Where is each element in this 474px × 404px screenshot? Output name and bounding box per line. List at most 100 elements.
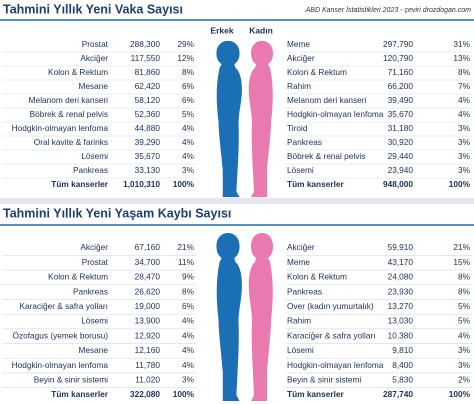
percent: 3% — [458, 165, 471, 175]
case-count: 10,380 — [388, 330, 414, 340]
case-count: 35,670 — [135, 151, 161, 161]
case-count: 23,940 — [388, 165, 414, 175]
case-count: 58,120 — [135, 95, 161, 105]
cancer-name: Meme — [287, 257, 310, 267]
case-count: 24,080 — [388, 272, 414, 282]
percent: 4% — [182, 123, 195, 133]
cancer-name: Hodgkin-olmayan lenfoma — [287, 360, 384, 370]
case-count: 948,000 — [383, 179, 413, 189]
case-count: 297,790 — [383, 39, 413, 49]
percent: 4% — [182, 330, 195, 340]
case-count: 34,700 — [135, 257, 161, 267]
cancer-name: Kolon & Rektum — [287, 67, 347, 77]
percent: 8% — [458, 67, 471, 77]
cancer-name: Kolon & Rektum — [48, 272, 108, 282]
case-count: 66,200 — [388, 81, 414, 91]
female-label: Kadın — [249, 25, 273, 35]
case-count: 12,160 — [135, 345, 161, 355]
cancer-name: Pankreas — [287, 286, 322, 296]
percent: 8% — [458, 286, 471, 296]
case-count: 322,080 — [130, 389, 160, 399]
case-count: 39,290 — [135, 137, 161, 147]
cancer-name: Pankreas — [73, 286, 108, 296]
cancer-name: Karaciğer & safra yolları — [287, 330, 376, 340]
cancer-name: Hodgkin-olmayan lenfoma — [287, 109, 384, 119]
case-count: 71,160 — [388, 67, 414, 77]
case-count: 31,180 — [388, 123, 414, 133]
cancer-name: Böbrek & renal pelvis — [30, 109, 108, 119]
percent: 4% — [182, 316, 195, 326]
case-count: 13,270 — [388, 301, 414, 311]
case-count: 287,740 — [383, 389, 413, 399]
case-count: 35,670 — [388, 109, 414, 119]
percent: 12% — [177, 53, 194, 63]
section-divider — [0, 198, 474, 204]
percent: 8% — [182, 286, 195, 296]
case-count: 52,360 — [135, 109, 161, 119]
percent: 15% — [453, 257, 470, 267]
cancer-name: Lösemi — [81, 151, 108, 161]
cancer-name: Karaciğer & safra yolları — [19, 301, 108, 311]
cancer-name: Rahim — [287, 316, 311, 326]
cancer-name: Akciğer — [80, 242, 108, 252]
cancer-name: Akciğer — [287, 242, 315, 252]
cancer-name: Mesane — [78, 345, 108, 355]
case-count: 5,830 — [392, 374, 413, 384]
cancer-name: Melanom deri kanseri — [287, 95, 366, 105]
cancer-name: Özofagus (yemek borusu) — [13, 330, 109, 340]
percent: 4% — [458, 330, 471, 340]
case-count: 13,900 — [135, 316, 161, 326]
case-count: 8,400 — [392, 360, 413, 370]
percent: 21% — [453, 242, 470, 252]
cancer-name: Lösemi — [81, 316, 108, 326]
cancer-name: Pankreas — [73, 165, 108, 175]
cancer-name: Kolon & Rektum — [287, 272, 347, 282]
percent: 100% — [449, 389, 471, 399]
cancer-name: Beyin & sinir sistemi — [287, 374, 361, 384]
cancer-name: Lösemi — [287, 165, 314, 175]
case-count: 30,920 — [388, 137, 414, 147]
cancer-name: Akciğer — [80, 53, 108, 63]
case-count: 120,790 — [383, 53, 413, 63]
percent: 3% — [458, 345, 471, 355]
percent: 9% — [182, 272, 195, 282]
cancer-name: Beyin & sinir sistemi — [34, 374, 108, 384]
source: ABD Kanser İstatistikleri 2023 - çeviri … — [305, 6, 472, 14]
percent: 6% — [182, 301, 195, 311]
percent: 4% — [182, 137, 195, 147]
case-count: 33,130 — [135, 165, 161, 175]
percent: 21% — [177, 242, 194, 252]
cancer-name: Pankreas — [287, 137, 322, 147]
case-count: 19,000 — [135, 301, 161, 311]
percent: 4% — [182, 151, 195, 161]
male-label: Erkek — [210, 25, 233, 35]
cancer-name: Oral kavite & farinks — [34, 137, 108, 147]
percent: 3% — [458, 151, 471, 161]
case-count: 28,470 — [135, 272, 161, 282]
percent: 4% — [182, 360, 195, 370]
case-count: 12,920 — [135, 330, 161, 340]
percent: 100% — [173, 389, 195, 399]
case-count: 11,780 — [135, 360, 160, 370]
cancer-name: Prostat — [82, 39, 109, 49]
percent: 5% — [458, 316, 471, 326]
cancer-name: Melanom deri kanseri — [29, 95, 108, 105]
percent: 7% — [458, 81, 471, 91]
cancer-name: Lösemi — [287, 345, 314, 355]
case-count: 29,440 — [388, 151, 414, 161]
percent: 6% — [182, 95, 195, 105]
percent: 3% — [458, 137, 471, 147]
cancer-name: Rahim — [287, 81, 311, 91]
percent: 3% — [182, 374, 195, 384]
case-count: 11,020 — [135, 374, 160, 384]
cancer-name: Akciğer — [287, 53, 315, 63]
cancer-name: Hodgkin-olmayan lenfoma — [12, 360, 109, 370]
percent: 11% — [178, 257, 195, 267]
percent: 4% — [458, 95, 471, 105]
percent: 13% — [453, 53, 470, 63]
case-count: 26,620 — [135, 286, 161, 296]
percent: 4% — [182, 345, 195, 355]
percent: 5% — [458, 301, 471, 311]
cancer-name: Tüm kanserler — [51, 389, 108, 399]
